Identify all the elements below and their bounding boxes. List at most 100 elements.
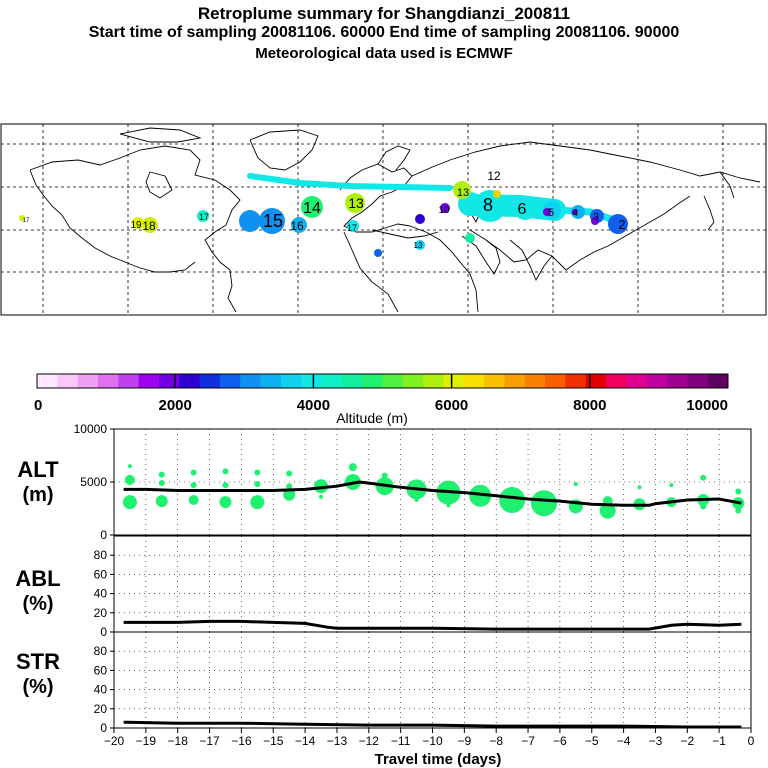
str-axis-unit: (%)	[22, 676, 53, 698]
map-frame	[0, 123, 767, 316]
colorbar-cell	[626, 374, 648, 388]
plume-bubble	[347, 220, 359, 232]
colorbar-tick-label: 8000	[573, 397, 606, 414]
str-y-ticks: 80 60 40 20 0	[94, 644, 114, 735]
alt-bubble	[190, 482, 197, 489]
plume-track	[247, 173, 453, 191]
x-tick-label: −17	[199, 734, 220, 748]
colorbar-cell	[280, 374, 302, 388]
colorbar-cell	[606, 374, 627, 388]
x-tick-label: −14	[295, 734, 316, 748]
alt-bubble	[735, 507, 742, 514]
plume-day-label: 2	[618, 217, 625, 232]
colorbar-cell	[199, 374, 221, 388]
alt-bubble	[348, 463, 357, 472]
colorbar-tick-label: 10000	[686, 397, 728, 414]
y-tick-label: 5000	[80, 475, 107, 489]
colorbar-cells	[37, 374, 729, 388]
plume-bubble	[259, 208, 285, 234]
colorbar-cell	[179, 374, 201, 388]
x-axis-label: Travel time (days)	[375, 751, 502, 768]
colorbar-frame	[36, 373, 729, 389]
alt-bubble	[599, 502, 616, 519]
x-tick-label: −5	[585, 734, 599, 748]
alt-bubble	[314, 479, 329, 494]
alt-panel: 10000 5000 0 ALT (m)	[17, 422, 752, 542]
colorbar-cell	[260, 374, 282, 388]
str-gridlines	[114, 632, 751, 728]
plume-day-label: 10	[438, 205, 450, 216]
y-tick-label: 40	[94, 683, 108, 697]
colorbar-tick-label: 2000	[159, 397, 192, 414]
y-tick-label: 0	[100, 625, 107, 639]
x-tick-label: −8	[489, 734, 503, 748]
japan	[703, 195, 715, 231]
colorbar-label: Altitude (m)	[336, 410, 408, 426]
colorbar-cell	[118, 374, 140, 388]
colorbar-cell	[565, 374, 587, 388]
colorbar-cell	[57, 374, 79, 388]
plume-day-label: 3	[593, 212, 599, 223]
colorbar-cell	[362, 374, 383, 388]
x-tick-label: −6	[553, 734, 567, 748]
colorbar-cell	[301, 374, 323, 388]
alt-bubble	[286, 483, 293, 490]
plume-bubble	[572, 209, 578, 215]
alt-bubble	[188, 495, 199, 506]
alt-bubble	[222, 468, 229, 475]
alt-bubble	[222, 482, 229, 489]
x-tick-label: −19	[136, 734, 157, 748]
plume-bubble	[142, 217, 158, 233]
str-series-line	[123, 720, 742, 729]
y-tick-label: 0	[100, 721, 107, 735]
colorbar-cell	[463, 374, 485, 388]
y-tick-label: 40	[94, 587, 108, 601]
x-tick-label: −3	[649, 734, 663, 748]
y-tick-label: 20	[94, 702, 108, 716]
plume-day-label: 19	[130, 220, 142, 231]
x-tick-label: −2	[680, 734, 694, 748]
abl-axis-unit: (%)	[22, 593, 53, 615]
plume-bubbles	[19, 181, 628, 257]
abl-axis-label: ABL	[15, 566, 60, 591]
plume-bubble	[374, 249, 382, 257]
plume-day-label: 5	[548, 207, 554, 219]
alt-bubble	[669, 483, 674, 488]
y-tick-label: 80	[94, 644, 108, 658]
plume-bubble	[291, 217, 307, 233]
colorbar-tick-label: 4000	[297, 397, 330, 414]
colorbar-tick-label: 0	[34, 397, 42, 414]
plume-day-label: 13	[457, 187, 469, 199]
north-america-coast	[29, 145, 241, 313]
plume-bubble	[345, 193, 365, 213]
colorbar-cell	[707, 374, 729, 388]
chart-title: Retroplume summary for Shangdianzi_20081…	[197, 4, 571, 23]
plume-bubble	[197, 210, 209, 222]
plume-day-label: 17	[23, 218, 30, 224]
colorbar-tick-label: 6000	[435, 397, 468, 414]
plume-bubble	[543, 208, 551, 216]
alt-series-line	[123, 480, 742, 507]
alt-bubble	[700, 474, 707, 481]
alt-bubble	[573, 482, 578, 487]
plume-bubble	[440, 203, 450, 213]
x-tick-label: 0	[748, 734, 755, 748]
colorbar-cell	[524, 374, 546, 388]
alt-bubble	[637, 485, 642, 490]
arabia	[461, 235, 501, 275]
plume-day-label: 17	[199, 212, 209, 222]
alt-axis-unit: (m)	[22, 484, 53, 506]
abl-panel-frame	[113, 535, 752, 633]
mediterranean	[371, 229, 439, 239]
y-tick-label: 20	[94, 606, 108, 620]
alt-bubble	[735, 488, 742, 495]
plume-bubble	[591, 217, 599, 225]
x-tick-label: −12	[359, 734, 380, 748]
y-tick-label: 60	[94, 663, 108, 677]
alt-bubble	[254, 481, 261, 488]
plume-day-label: 13	[414, 241, 423, 250]
colorbar-cell	[687, 374, 709, 388]
str-panel-frame	[113, 631, 752, 729]
plume-bubble	[465, 233, 475, 243]
